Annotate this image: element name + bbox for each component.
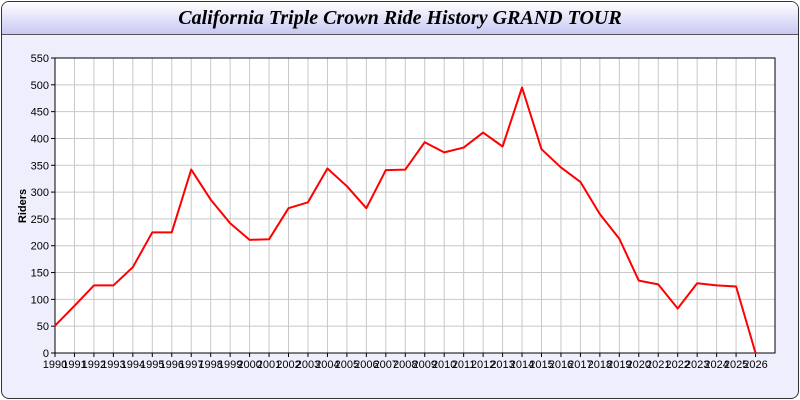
x-tick-label: 2017 [568,359,592,371]
x-tick-label: 2023 [685,359,709,371]
x-tick-label: 1997 [179,359,203,371]
data-point [754,352,757,354]
data-point [657,283,660,286]
y-tick-label: 350 [31,160,49,172]
data-point [715,284,718,287]
data-point [346,185,348,187]
x-tick-label: 2010 [432,359,456,371]
data-point [112,284,115,287]
data-point [268,238,270,241]
x-tick-label: 2024 [704,359,728,371]
plot-border [54,57,776,354]
data-point [443,151,445,154]
data-point [229,222,231,224]
data-point [637,279,640,282]
x-tick-label: 2022 [665,359,689,371]
data-point [151,231,154,234]
y-tick-label: 500 [31,80,49,92]
x-tick-label: 2015 [529,359,553,371]
x-tick-label: 1996 [160,359,184,371]
data-point [540,148,543,150]
x-tick-label: 1994 [121,359,145,371]
data-point [73,305,76,307]
x-tick-label: 2005 [335,359,359,371]
data-point [287,207,290,209]
data-point [54,324,56,327]
x-tick-label: 2025 [724,359,748,371]
data-point [404,168,407,171]
data-point [170,231,173,234]
x-tick-label: 2004 [315,359,339,371]
y-tick-label: 250 [31,214,49,226]
data-point [521,86,523,89]
x-tick-label: 2018 [588,359,612,371]
x-tick-label: 2003 [296,359,320,371]
chart-title: California Triple Crown Ride History GRA… [178,7,622,29]
x-tick-label: 2011 [452,359,476,371]
x-tick-label: 1993 [101,359,125,371]
y-tick-label: 300 [31,187,49,199]
data-point [307,201,309,204]
data-point [579,181,582,183]
x-tick-label: 2008 [393,359,417,371]
y-tick-label: 100 [31,294,49,306]
plot-area [55,58,775,353]
data-point [501,145,504,148]
y-tick-label: 50 [37,321,49,333]
y-tick-label: 0 [43,348,49,360]
data-point [423,141,426,144]
x-tick-label: 2002 [276,359,300,371]
x-tick-label: 1990 [43,359,67,371]
data-point [599,213,601,215]
title-bar: California Triple Crown Ride History GRA… [2,2,798,35]
x-tick-label: 1998 [198,359,222,371]
x-tick-label: 2014 [510,359,534,371]
x-tick-label: 2019 [607,359,631,371]
data-point [385,169,387,171]
data-point [482,131,484,134]
data-point [365,207,368,209]
y-axis-label: Riders [17,189,29,223]
x-tick-label: 2006 [354,359,378,371]
x-tick-label: 2026 [743,359,767,371]
x-tick-label: 2012 [471,359,495,371]
x-tick-label: 1995 [140,359,164,371]
data-point [248,239,251,241]
y-tick-label: 450 [31,107,49,119]
x-tick-label: 1991 [62,359,86,371]
data-point [93,284,95,287]
x-tick-label: 2016 [549,359,573,371]
x-tick-label: 2001 [257,359,281,371]
x-tick-label: 1999 [218,359,242,371]
data-point [560,166,562,169]
x-tick-label: 2007 [374,359,398,371]
x-tick-label: 2013 [490,359,514,371]
x-tick-label: 2020 [627,359,651,371]
x-tick-label: 2000 [237,359,261,371]
data-point [190,168,193,171]
x-tick-label: 1992 [82,359,106,371]
x-tick-label: 2009 [412,359,436,371]
data-point [462,146,465,149]
data-point [618,237,621,240]
data-point [696,282,698,285]
y-tick-label: 200 [31,241,49,253]
y-tick-label: 400 [31,133,49,145]
y-tick-label: 150 [31,268,49,280]
data-point [132,266,134,268]
data-point [676,307,679,310]
data-point [209,198,212,201]
data-point [735,285,737,288]
x-tick-label: 2021 [646,359,670,371]
y-tick-label: 550 [31,53,49,65]
data-point [326,167,329,170]
